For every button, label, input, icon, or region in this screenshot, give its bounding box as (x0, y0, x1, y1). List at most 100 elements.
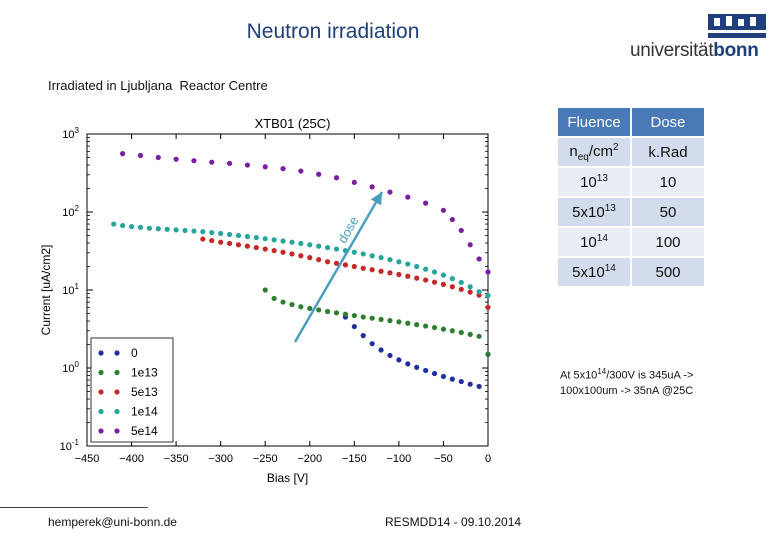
data-point (405, 361, 411, 367)
data-point (369, 267, 375, 273)
data-point (262, 164, 268, 170)
data-point (458, 329, 464, 336)
data-point (280, 238, 286, 244)
data-point (342, 262, 349, 268)
data-point (458, 279, 464, 286)
data-point (423, 367, 429, 374)
data-point (485, 292, 491, 299)
x-tick-label: −100 (386, 453, 411, 465)
dose-arrow-shaft (293, 191, 384, 343)
units-fluence-sub: eq (577, 151, 589, 163)
data-point (431, 370, 438, 377)
legend-marker (114, 350, 120, 356)
slide-subtitle: Irradiated in Ljubljana Reactor Centre (48, 78, 268, 93)
data-point (325, 308, 331, 315)
data-point (378, 347, 384, 353)
y-axis-label: Current [uA/cm2] (39, 245, 53, 336)
data-point (200, 236, 206, 242)
legend-marker (114, 408, 120, 415)
data-point (369, 315, 375, 321)
data-point (396, 259, 402, 265)
data-point (316, 307, 322, 313)
data-point (405, 261, 411, 267)
x-tick-label: −400 (119, 453, 144, 465)
data-point (333, 246, 340, 252)
data-point (467, 331, 473, 337)
data-point (440, 373, 447, 380)
footer-email: hemperek@uni-bonn.de (48, 515, 177, 529)
data-point (449, 276, 455, 282)
legend-label: 1e13 (131, 366, 158, 380)
data-point (191, 158, 197, 164)
data-point (298, 253, 304, 259)
fluence-cell: 1013 (558, 167, 631, 198)
dose-cell: 100 (630, 227, 704, 258)
data-point (431, 324, 438, 331)
data-point (351, 312, 357, 319)
data-point (423, 266, 429, 272)
x-tick-label: −300 (208, 453, 233, 465)
legend-marker (114, 389, 120, 395)
data-point (405, 194, 411, 200)
data-point (351, 263, 357, 270)
legend-label: 1e14 (131, 405, 158, 419)
data-point (120, 151, 126, 157)
data-point (137, 224, 144, 230)
data-point (414, 275, 420, 281)
data-point (226, 160, 233, 166)
note-prefix: At 5x10 (560, 369, 598, 382)
y-tick-label: 101 (62, 282, 79, 297)
legend-box (90, 337, 174, 443)
data-point (271, 237, 277, 243)
data-point (218, 239, 224, 245)
data-point (280, 249, 286, 255)
data-point (405, 273, 411, 279)
data-point (325, 259, 331, 265)
data-point (209, 237, 215, 244)
logo-text-universitaet: universität (630, 40, 714, 61)
data-point (262, 246, 268, 252)
data-point (476, 333, 482, 339)
data-point (307, 242, 313, 248)
y-tick-label: 102 (62, 204, 79, 219)
y-tick-label: 100 (62, 360, 79, 375)
legend-marker (98, 428, 104, 434)
data-point (396, 319, 402, 325)
logo-wordmark: universitätbonn (630, 40, 759, 62)
footer-event: RESMDD14 - 09.10.2014 (385, 515, 522, 529)
data-point (164, 226, 170, 232)
units-fluence-tail: /cm (588, 142, 614, 160)
fluence-cell: 5x1014 (558, 257, 631, 288)
legend-label: 5e14 (131, 424, 158, 438)
dose-cell: 500 (630, 257, 704, 288)
data-point (396, 271, 402, 278)
data-point (476, 256, 482, 262)
data-point (387, 270, 393, 276)
data-point (262, 236, 268, 242)
data-point (289, 239, 295, 245)
data-point (226, 231, 233, 238)
header-dose: Dose (630, 108, 704, 138)
legend-marker (98, 350, 104, 356)
x-tick-label: −50 (434, 453, 453, 465)
data-point (209, 229, 215, 236)
y-tick-label: 103 (62, 126, 79, 141)
data-point (200, 229, 206, 235)
x-tick-label: −200 (297, 453, 322, 465)
footer-divider (0, 507, 148, 508)
data-point (253, 244, 259, 251)
data-point (271, 295, 277, 302)
data-point (289, 301, 295, 308)
data-point (387, 257, 393, 263)
note-suffix: /300V is 345uA -> (606, 369, 694, 382)
fluence-cell: 1014 (558, 227, 631, 258)
data-point (458, 286, 464, 292)
data-point (440, 281, 447, 287)
x-tick-label: −450 (75, 453, 100, 465)
fluence-dose-table: Fluence Dose neq/cm2 k.Rad 1013 10 5x101… (558, 108, 704, 288)
data-point (280, 299, 286, 305)
data-point (137, 152, 144, 159)
data-point (271, 247, 277, 254)
iv-chart: −450 −400 −350 −300 −250 −200 −150 −100 −50 0 10-1… (39, 116, 491, 485)
dose-cell: 50 (630, 197, 704, 228)
